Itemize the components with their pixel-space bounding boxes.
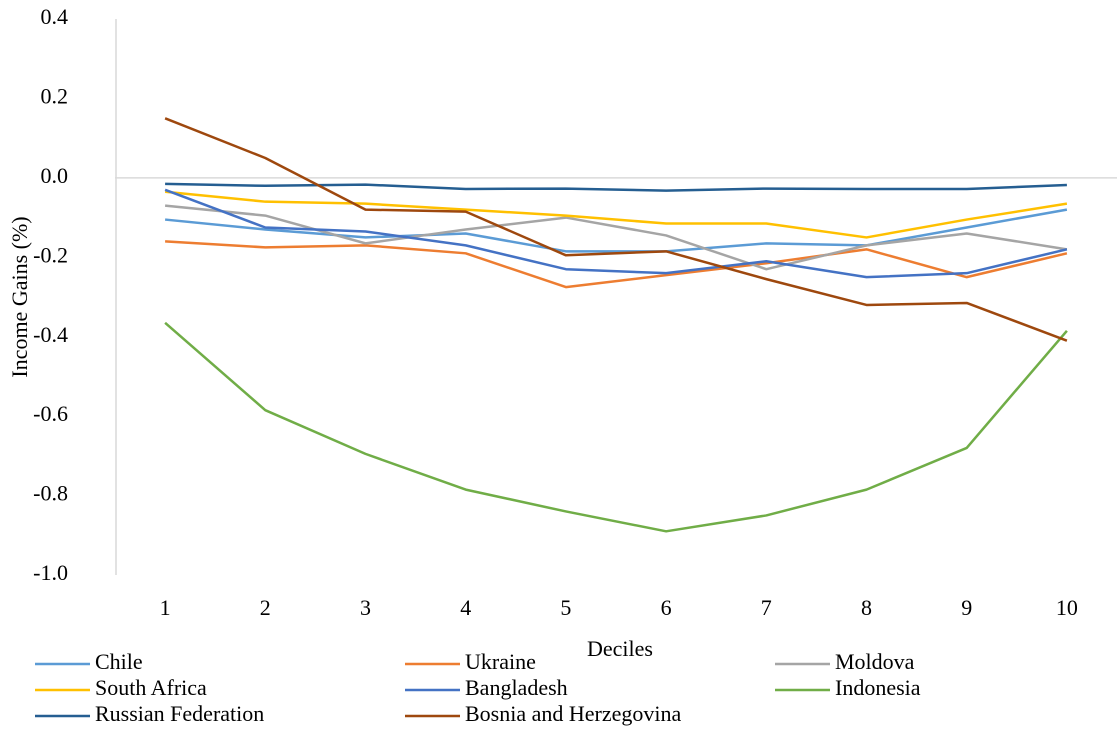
y-tick-label: -0.8: [33, 481, 68, 506]
x-tick-label: 7: [761, 595, 772, 620]
x-tick-label: 5: [560, 595, 571, 620]
y-tick-label: -1.0: [33, 560, 68, 585]
x-tick-label: 1: [160, 595, 171, 620]
x-tick-label: 6: [661, 595, 672, 620]
legend-label: Chile: [95, 649, 143, 674]
x-tick-label: 8: [861, 595, 872, 620]
legend-label: Moldova: [835, 649, 915, 674]
x-tick-label: 9: [961, 595, 972, 620]
y-tick-label: 0.4: [41, 4, 69, 29]
y-tick-label: -0.4: [33, 322, 68, 347]
legend-label: Indonesia: [835, 675, 921, 700]
y-tick-label: 0.2: [41, 83, 69, 108]
x-tick-label: 3: [360, 595, 371, 620]
legend-label: Bosnia and Herzegovina: [465, 701, 681, 726]
series-line: [165, 240, 1068, 289]
legend-label: Ukraine: [465, 649, 536, 674]
series-line: [164, 321, 1068, 533]
x-tick-label: 2: [260, 595, 271, 620]
series-line: [164, 188, 1068, 279]
x-axis-label: Deciles: [587, 636, 653, 661]
series-line: [164, 208, 1068, 253]
legend-label: Bangladesh: [465, 675, 568, 700]
y-tick-label: -0.6: [33, 401, 68, 426]
x-tick-label: 10: [1056, 595, 1078, 620]
y-axis-label: Income Gains (%): [7, 216, 32, 377]
y-tick-label: -0.2: [33, 242, 68, 267]
x-tick-label: 4: [460, 595, 471, 620]
y-tick-label: 0.0: [41, 163, 69, 188]
series-line: [164, 190, 1068, 239]
legend-label: Russian Federation: [95, 701, 264, 726]
legend-label: South Africa: [95, 675, 207, 700]
series-line: [164, 117, 1068, 342]
series-line: [164, 204, 1068, 271]
series-line: [165, 182, 1067, 192]
